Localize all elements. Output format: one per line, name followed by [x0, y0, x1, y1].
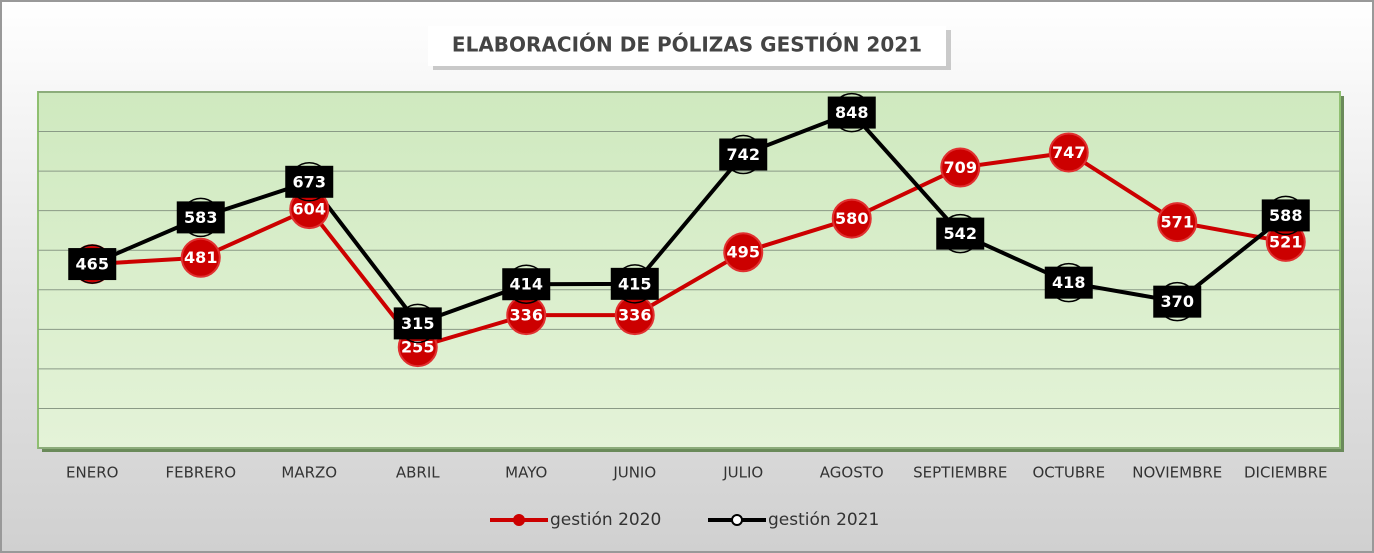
data-label: 742	[727, 145, 760, 164]
data-label-box	[502, 268, 551, 301]
data-label: 747	[1052, 143, 1085, 162]
legend-label: gestión 2020	[550, 510, 661, 530]
x-tick-label: DICIEMBRE	[1244, 464, 1327, 482]
data-label-box	[1153, 285, 1202, 318]
data-label-box	[393, 307, 442, 340]
data-label: 571	[1161, 213, 1194, 232]
x-tick-label: MARZO	[281, 464, 337, 482]
data-label: 521	[1269, 232, 1302, 251]
x-tick-label: MAYO	[505, 464, 547, 482]
data-label: 580	[835, 209, 868, 228]
point	[1048, 132, 1089, 173]
x-tick-label: ABRIL	[396, 464, 440, 482]
title-box	[428, 26, 946, 66]
data-label-box	[1044, 266, 1093, 299]
data-label-box	[68, 248, 117, 281]
x-tick-label: AGOSTO	[820, 464, 884, 482]
x-tick-label: ENERO	[66, 464, 118, 482]
x-tick-label: OCTUBRE	[1032, 464, 1105, 482]
data-label-box	[719, 138, 768, 171]
data-label-box	[1261, 199, 1310, 232]
data-label-box	[176, 201, 225, 234]
data-label: 583	[184, 208, 217, 227]
data-label: 415	[618, 274, 651, 293]
legend-label: gestión 2021	[768, 510, 879, 530]
x-tick-label: FEBRERO	[165, 464, 236, 482]
point	[831, 198, 872, 239]
data-label: 495	[727, 243, 760, 262]
x-tick-label: JUNIO	[612, 464, 656, 482]
data-label: 315	[401, 314, 434, 333]
data-label: 481	[184, 248, 217, 267]
x-tick-label: NOVIEMBRE	[1132, 464, 1222, 482]
legend-marker	[513, 514, 525, 526]
legend-marker	[731, 514, 743, 526]
data-label-box	[827, 96, 876, 129]
data-label: 848	[835, 103, 868, 122]
data-label: 336	[618, 306, 651, 325]
data-label-box	[285, 165, 334, 198]
data-label: 414	[510, 275, 543, 294]
point	[180, 237, 221, 278]
point	[1157, 202, 1198, 243]
data-label: 255	[401, 338, 434, 357]
x-tick-label: JULIO	[722, 464, 763, 482]
data-label: 709	[944, 158, 977, 177]
data-label: 336	[510, 306, 543, 325]
data-label: 418	[1052, 273, 1085, 292]
chart-title: ELABORACIÓN DE PÓLIZAS GESTIÓN 2021	[452, 33, 922, 57]
data-label: 465	[76, 255, 109, 274]
point	[940, 147, 981, 188]
data-label: 604	[293, 200, 326, 219]
data-label: 370	[1161, 292, 1194, 311]
data-label-box	[610, 267, 659, 300]
plot-area	[37, 91, 1341, 449]
data-label: 588	[1269, 206, 1302, 225]
x-tick-label: SEPTIEMBRE	[913, 464, 1007, 482]
data-label: 542	[944, 224, 977, 243]
data-label: 673	[293, 172, 326, 191]
point	[723, 232, 764, 273]
data-label-box	[936, 217, 985, 250]
